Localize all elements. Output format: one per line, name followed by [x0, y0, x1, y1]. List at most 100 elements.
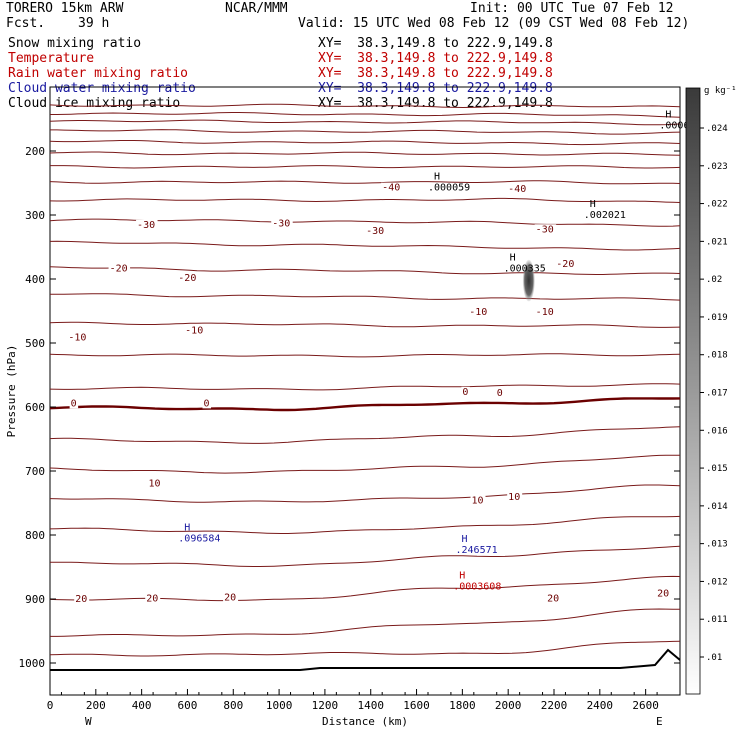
y-axis-label: Pressure (hPa)	[5, 345, 18, 438]
isotherm-line	[49, 545, 681, 567]
contour-label-bg	[223, 592, 239, 603]
colorbar-tick-label: .011	[706, 615, 728, 625]
y-tick-label: 400	[25, 273, 45, 286]
field-name-temperature: Temperature	[8, 51, 95, 66]
contour-label: 20	[146, 594, 158, 605]
contour-label-bg	[202, 398, 211, 409]
x-tick-label: 1600	[403, 699, 430, 712]
isotherm-line	[49, 353, 681, 358]
colorbar-tick-label: .012	[706, 577, 728, 587]
contour-label: 20	[224, 592, 236, 603]
contour-label: -30	[272, 219, 290, 230]
contour-label-bg	[147, 478, 163, 489]
isotherm-line	[50, 112, 681, 118]
isotherm-line	[49, 240, 681, 251]
contour-label-bg	[546, 593, 562, 604]
plot-frame	[49, 86, 681, 696]
temperature-contours	[49, 103, 681, 671]
contour-label: -20	[178, 273, 196, 284]
contour-label: 0	[203, 398, 209, 409]
isotherm-line	[49, 140, 681, 146]
extrema-high-marker: H	[461, 534, 467, 545]
x-end-west: W	[85, 715, 92, 728]
contour-label: -10	[185, 325, 203, 336]
colorbar-tick-label: .021	[706, 237, 728, 247]
x-tick-label: 2200	[541, 699, 568, 712]
contour-label-bg	[507, 183, 529, 194]
fcst-value: 39 h	[78, 16, 110, 31]
valid-label: Valid: 15 UTC Wed 08 Feb 12 (09 CST Wed …	[298, 16, 690, 31]
field-name-cloudwater: Cloud water mixing ratio	[8, 81, 196, 96]
contour-label-bg	[108, 263, 131, 274]
colorbar-tick-label: .01	[706, 653, 722, 663]
x-tick-label: 1000	[266, 699, 293, 712]
colorbar-tick-label: .016	[706, 426, 728, 436]
colorbar-tick-label: .015	[706, 464, 728, 474]
isotherm-line	[50, 129, 681, 135]
fcst-label: Fcst.	[6, 16, 46, 31]
x-tick-label: 2000	[495, 699, 522, 712]
field-name-rain: Rain water mixing ratio	[8, 66, 189, 81]
contour-label-bg	[495, 388, 505, 399]
org-label: NCAR/MMM	[225, 1, 288, 16]
x-tick-label: 600	[178, 699, 198, 712]
contour-label: -30	[536, 224, 554, 235]
x-tick-label: 1400	[357, 699, 384, 712]
field-xy-cloudwater: XY= 38.3,149.8 to 222.9,149.8	[318, 81, 553, 96]
contour-label-bg	[534, 306, 557, 317]
x-end-east: E	[656, 715, 663, 728]
y-tick-label: 200	[25, 145, 45, 158]
isotherm-line	[49, 151, 681, 156]
contour-label-bg	[555, 258, 577, 269]
ice-mixing-ratio-blob	[522, 259, 535, 302]
x-axis-label: Distance (km)	[322, 715, 408, 728]
colorbar-tick-label: .022	[706, 200, 728, 210]
colorbar-unit: g kg⁻¹	[704, 86, 737, 96]
x-tick-label: 400	[132, 699, 152, 712]
contour-label-bg	[184, 325, 206, 336]
contour-label-bg	[145, 593, 161, 604]
colorbar-tick-label: .024	[706, 124, 728, 134]
isotherm-line	[49, 397, 681, 412]
init-label: Init: 00 UTC Tue 07 Feb 12	[470, 1, 674, 16]
field-name-cloudice: Cloud ice mixing ratio	[8, 96, 181, 111]
contour-label-bg	[271, 218, 293, 229]
isotherm-line	[49, 321, 681, 328]
y-tick-label: 700	[25, 465, 45, 478]
x-tick-label: 1800	[449, 699, 476, 712]
extrema-value: .0003608	[453, 581, 501, 592]
contour-label: -20	[556, 259, 574, 270]
isotherm-line	[49, 197, 681, 203]
contour-label-bg	[381, 182, 403, 193]
colorbar-tick-label: .013	[706, 540, 728, 550]
contour-label: 0	[71, 398, 77, 409]
field-name-snow: Snow mixing ratio	[8, 36, 142, 51]
colorbar	[685, 87, 701, 695]
field-xy-rain: XY= 38.3,149.8 to 222.9,149.8	[318, 66, 553, 81]
contour-label-bg	[74, 594, 90, 605]
contour-label-bg	[365, 226, 387, 237]
x-axis: 0 200 400 600 800 1000 1200 1400 1600 1800 2000 220…	[47, 689, 659, 712]
y-tick-label: 600	[25, 401, 45, 414]
contour-label-bg	[177, 272, 199, 283]
contour-label: 20	[547, 594, 559, 605]
isotherm-line	[49, 103, 681, 109]
contour-label: -30	[137, 220, 155, 231]
contour-label-bg	[67, 332, 89, 343]
contour-label: 10	[508, 492, 520, 503]
extrema-high-marker: H	[434, 172, 440, 183]
contour-label: 0	[462, 387, 468, 398]
extrema-value: .096584	[178, 533, 220, 544]
extrema-high-marker: H	[184, 522, 190, 533]
x-tick-label: 800	[223, 699, 243, 712]
contour-label: 20	[657, 588, 669, 599]
isotherm-line	[49, 383, 681, 391]
y-tick-label: 1000	[19, 657, 46, 670]
extrema-high-marker: H	[459, 570, 465, 581]
isotherm-line	[49, 515, 681, 534]
isotherm-line	[49, 180, 681, 185]
contour-label: 10	[149, 478, 161, 489]
colorbar-ticks: .024 .023 .022 .021 .02 .019 .018 .017 .016 .015.…	[700, 124, 728, 663]
